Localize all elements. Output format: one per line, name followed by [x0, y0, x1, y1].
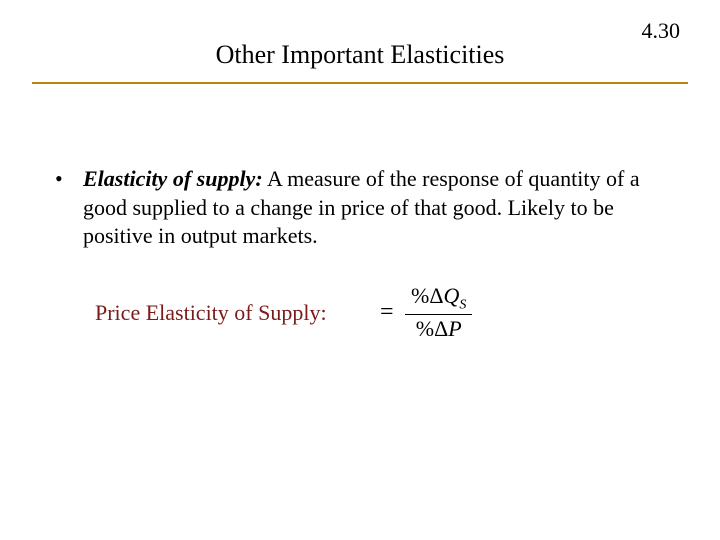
formula: = %ΔQS %ΔP	[380, 283, 472, 342]
den-var: P	[448, 316, 461, 341]
numerator: %ΔQS	[405, 283, 472, 315]
title-underline	[32, 82, 688, 84]
denominator: %ΔP	[405, 315, 472, 341]
num-var: Q	[444, 283, 460, 308]
slide: 4.30 Other Important Elasticities • Elas…	[0, 0, 720, 540]
bullet-text: Elasticity of supply: A measure of the r…	[83, 165, 665, 251]
bullet-marker: •	[55, 165, 83, 194]
num-prefix: %Δ	[411, 283, 443, 308]
sub-label: Price Elasticity of Supply:	[95, 300, 327, 326]
equals-sign: =	[380, 299, 394, 326]
slide-title: Other Important Elasticities	[0, 40, 720, 70]
bullet-item: • Elasticity of supply: A measure of the…	[55, 165, 665, 251]
den-prefix: %Δ	[416, 316, 448, 341]
term: Elasticity of supply:	[83, 166, 263, 191]
num-subscript: S	[459, 297, 466, 312]
fraction: %ΔQS %ΔP	[405, 283, 472, 342]
body-content: • Elasticity of supply: A measure of the…	[55, 165, 665, 251]
